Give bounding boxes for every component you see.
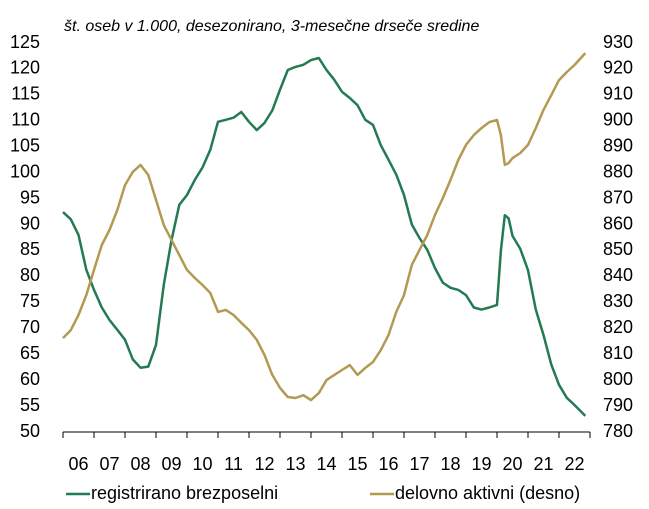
y-tick-label: 65 <box>20 343 40 363</box>
y2-tick-label: 810 <box>603 343 633 363</box>
y2-tick-label: 920 <box>603 58 633 78</box>
y-tick-label: 110 <box>11 110 40 130</box>
y-tick-label: 55 <box>20 395 40 415</box>
x-tick-label: 18 <box>440 454 460 474</box>
x-tick-label: 06 <box>68 454 88 474</box>
chart-title: št. oseb v 1.000, desezonirano, 3-mesečn… <box>64 18 479 35</box>
y2-tick-label: 820 <box>603 317 633 337</box>
legend-label: delovno aktivni (desno) <box>395 483 580 503</box>
x-tick-label: 13 <box>285 454 305 474</box>
series-line <box>62 52 587 402</box>
y-tick-label: 80 <box>20 265 40 285</box>
x-tick-label: 22 <box>564 454 584 474</box>
x-tick-label: 17 <box>409 454 429 474</box>
y2-tick-label: 800 <box>603 369 633 389</box>
x-tick-label: 21 <box>533 454 553 474</box>
y2-tick-label: 840 <box>603 265 633 285</box>
y-tick-label: 95 <box>20 187 40 207</box>
legend-label: registrirano brezposelni <box>91 483 278 503</box>
y-tick-label: 115 <box>11 84 40 104</box>
y-tick-label: 120 <box>10 58 40 78</box>
x-tick-label: 14 <box>316 454 336 474</box>
x-tick-label: 10 <box>192 454 212 474</box>
x-tick-label: 11 <box>224 454 243 474</box>
x-tick-label: 12 <box>254 454 274 474</box>
x-tick-label: 07 <box>99 454 119 474</box>
y-tick-label: 70 <box>20 317 40 337</box>
x-tick-label: 16 <box>378 454 398 474</box>
y-tick-label: 90 <box>20 213 40 233</box>
y-tick-label: 85 <box>20 239 40 259</box>
x-tick-label: 20 <box>502 454 522 474</box>
y2-tick-label: 930 <box>603 32 633 52</box>
y2-tick-label: 780 <box>603 421 633 441</box>
y-tick-label: 75 <box>20 291 40 311</box>
y2-tick-label: 860 <box>603 213 633 233</box>
y2-tick-label: 900 <box>603 110 633 130</box>
y-tick-label: 50 <box>20 421 40 441</box>
x-tick-label: 19 <box>471 454 491 474</box>
y-tick-label: 125 <box>10 32 40 52</box>
y-tick-label: 60 <box>20 369 40 389</box>
y2-tick-label: 850 <box>603 239 633 259</box>
y2-tick-label: 830 <box>603 291 633 311</box>
y2-tick-label: 880 <box>603 161 633 181</box>
y2-tick-label: 790 <box>603 395 633 415</box>
y-tick-label: 100 <box>10 161 40 181</box>
x-tick-label: 15 <box>347 454 367 474</box>
x-tick-label: 09 <box>161 454 181 474</box>
x-tick-label: 08 <box>130 454 150 474</box>
y2-tick-label: 890 <box>603 135 633 155</box>
y2-tick-label: 910 <box>603 84 633 104</box>
y2-tick-label: 870 <box>603 187 633 207</box>
series-line <box>62 56 587 417</box>
y-tick-label: 105 <box>10 135 40 155</box>
